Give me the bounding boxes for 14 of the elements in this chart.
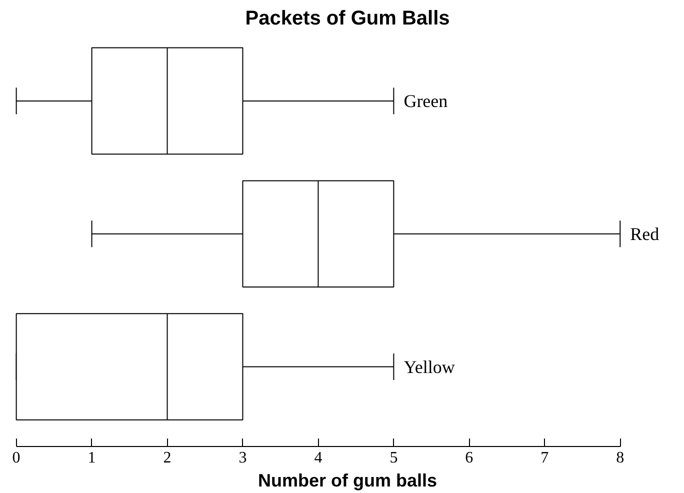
- y-tick-label: Red: [630, 224, 660, 244]
- chart-title: Packets of Gum Balls: [245, 8, 450, 30]
- x-tick-label: 6: [465, 450, 474, 466]
- x-axis-title: Number of gum balls: [258, 470, 438, 490]
- y-tick-label: Yellow: [404, 356, 455, 377]
- x-tick-label: 0: [12, 450, 20, 466]
- x-tick-label: 7: [540, 450, 549, 466]
- x-tick-label: 4: [314, 450, 322, 466]
- x-tick-label: 8: [616, 450, 624, 466]
- x-tick-label: 1: [88, 450, 96, 466]
- x-tick-label: 5: [390, 450, 398, 466]
- y-tick-label: Green: [404, 90, 448, 111]
- x-tick-label: 2: [163, 450, 172, 466]
- x-tick-label: 3: [238, 450, 247, 466]
